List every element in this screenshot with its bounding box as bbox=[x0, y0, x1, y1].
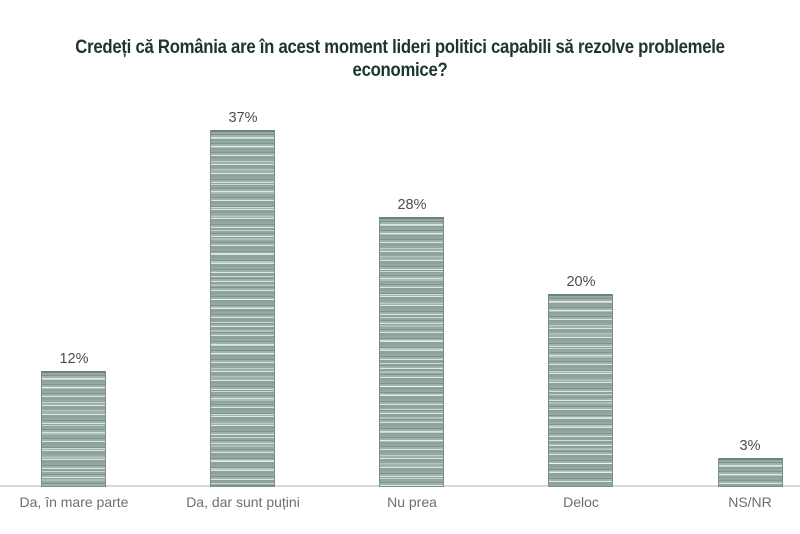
bar-value-label: 20% bbox=[566, 274, 596, 290]
bar bbox=[41, 371, 106, 487]
chart-title-line-1: Credeți că România are în acest moment l… bbox=[75, 37, 725, 58]
category-label: NS/NR bbox=[728, 494, 772, 510]
category-label: Nu prea bbox=[387, 494, 437, 510]
bar-value-label: 28% bbox=[397, 197, 427, 213]
category-label: Da, în mare parte bbox=[19, 494, 129, 510]
bar bbox=[718, 458, 783, 487]
category-label: Deloc bbox=[563, 494, 599, 510]
category-label: Da, dar sunt puțini bbox=[186, 494, 300, 510]
bar-value-label: 12% bbox=[59, 351, 89, 367]
bar bbox=[210, 130, 275, 487]
chart-title-line-2: economice? bbox=[352, 60, 448, 81]
bar bbox=[548, 294, 613, 487]
bar-value-label: 37% bbox=[228, 110, 258, 126]
bar bbox=[379, 217, 444, 487]
bar-value-label: 3% bbox=[739, 438, 761, 454]
chart-title: Credeți că România are în acest moment l… bbox=[0, 36, 800, 82]
